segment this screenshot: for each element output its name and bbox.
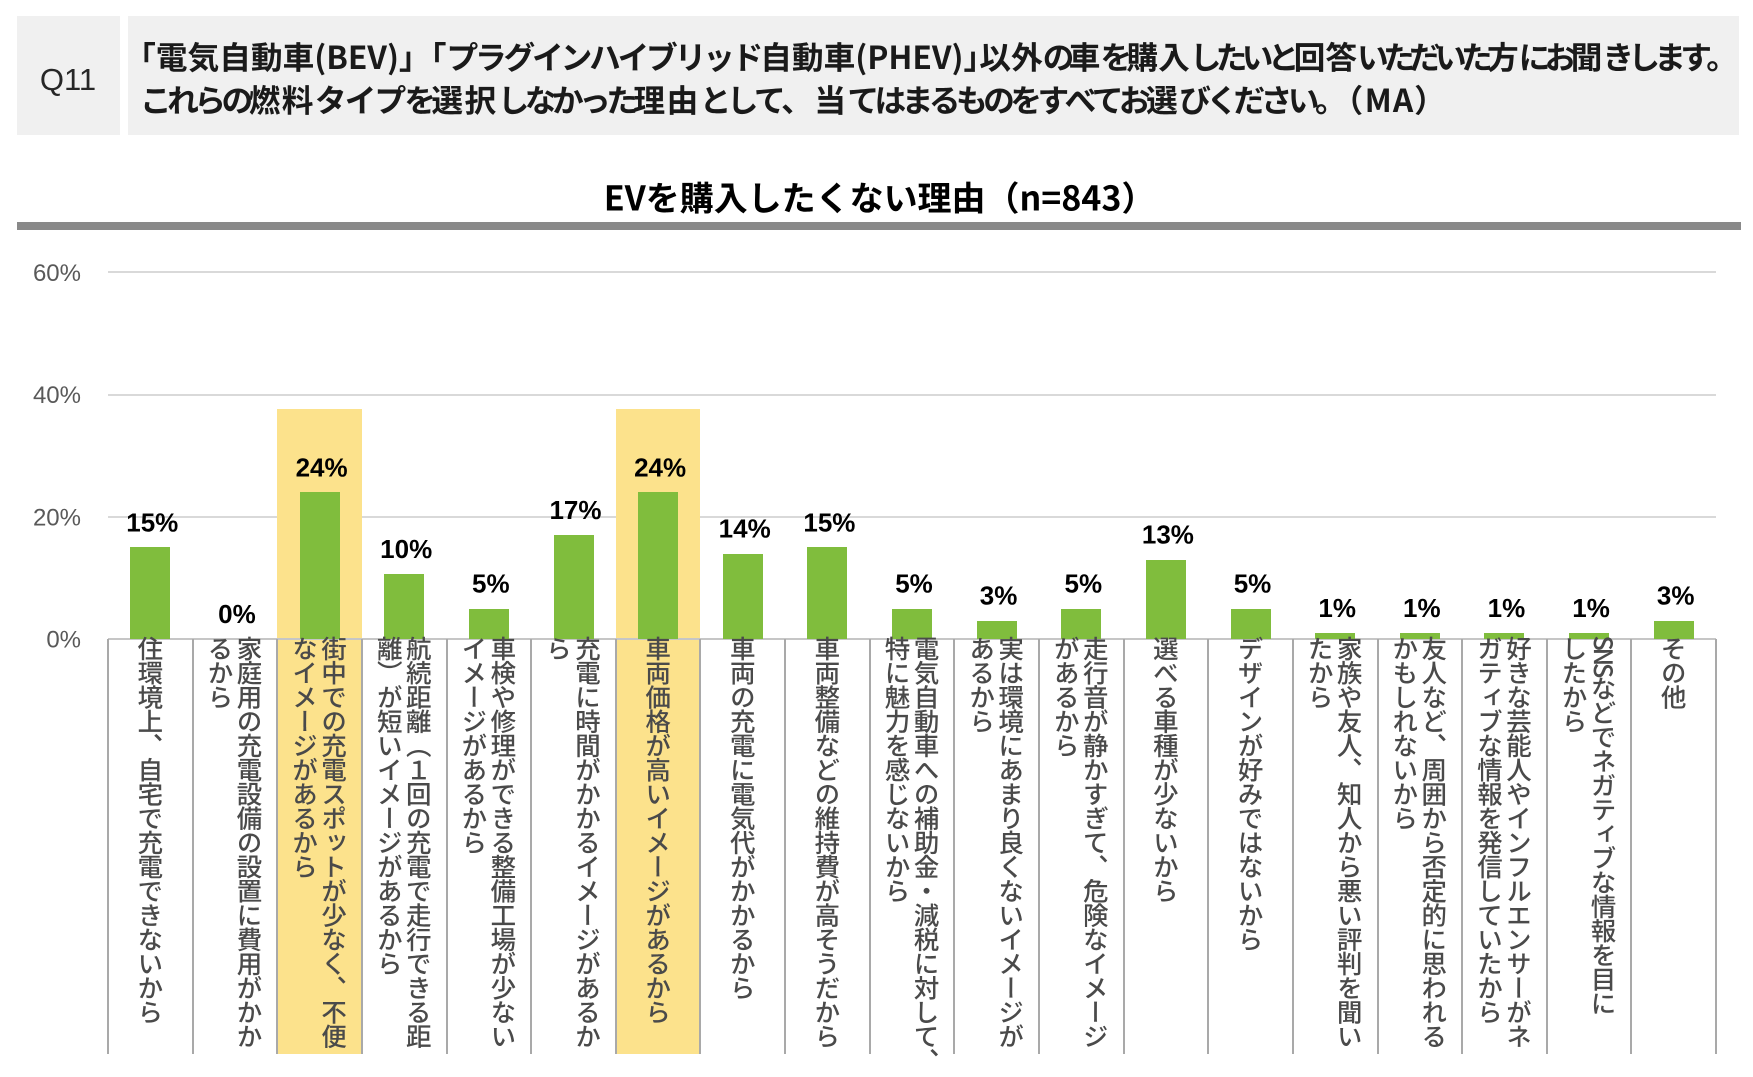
- svg-text:0%: 0%: [218, 599, 256, 629]
- svg-text:20%: 20%: [33, 504, 81, 531]
- svg-text:13%: 13%: [1142, 520, 1194, 550]
- svg-text:17%: 17%: [549, 495, 601, 525]
- svg-text:60%: 60%: [33, 260, 81, 287]
- svg-text:5%: 5%: [895, 569, 933, 599]
- svg-text:10%: 10%: [380, 534, 432, 564]
- svg-text:40%: 40%: [33, 382, 81, 409]
- svg-text:24%: 24%: [634, 452, 686, 482]
- svg-text:15%: 15%: [803, 507, 855, 537]
- svg-text:1%: 1%: [1318, 593, 1356, 623]
- svg-text:Q11: Q11: [40, 62, 96, 97]
- svg-text:5%: 5%: [1234, 569, 1272, 599]
- svg-text:15%: 15%: [126, 507, 178, 537]
- svg-text:5%: 5%: [472, 569, 510, 599]
- svg-text:3%: 3%: [980, 581, 1018, 611]
- svg-text:1%: 1%: [1488, 593, 1526, 623]
- svg-text:3%: 3%: [1657, 581, 1695, 611]
- svg-text:1%: 1%: [1403, 593, 1441, 623]
- svg-text:14%: 14%: [719, 514, 771, 544]
- svg-text:0%: 0%: [46, 627, 81, 654]
- svg-text:24%: 24%: [296, 452, 348, 482]
- svg-text:1%: 1%: [1572, 593, 1610, 623]
- svg-text:5%: 5%: [1065, 569, 1103, 599]
